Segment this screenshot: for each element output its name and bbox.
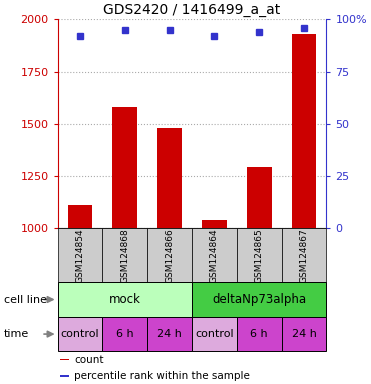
Text: control: control <box>60 329 99 339</box>
Text: 6 h: 6 h <box>250 329 268 339</box>
Text: mock: mock <box>109 293 141 306</box>
Text: GSM124854: GSM124854 <box>75 228 85 283</box>
Title: GDS2420 / 1416499_a_at: GDS2420 / 1416499_a_at <box>104 3 280 17</box>
Text: 6 h: 6 h <box>116 329 134 339</box>
Bar <box>68 205 92 228</box>
Text: GSM124865: GSM124865 <box>255 228 264 283</box>
Bar <box>237 317 282 351</box>
Bar <box>102 228 147 282</box>
Bar <box>58 317 102 351</box>
Bar <box>102 317 147 351</box>
Bar <box>292 34 316 228</box>
Text: GSM124867: GSM124867 <box>299 228 309 283</box>
Bar <box>60 359 69 361</box>
Bar <box>237 228 282 282</box>
Text: GSM124868: GSM124868 <box>120 228 129 283</box>
Bar <box>60 375 69 377</box>
Bar <box>247 167 272 228</box>
Bar <box>282 317 326 351</box>
Text: count: count <box>74 354 104 364</box>
Text: deltaNp73alpha: deltaNp73alpha <box>212 293 306 306</box>
Bar <box>192 228 237 282</box>
Bar <box>282 228 326 282</box>
Text: GSM124866: GSM124866 <box>165 228 174 283</box>
Text: GSM124864: GSM124864 <box>210 228 219 283</box>
Bar <box>58 282 192 317</box>
Bar <box>147 317 192 351</box>
Bar <box>192 282 326 317</box>
Text: time: time <box>4 329 29 339</box>
Text: cell line: cell line <box>4 295 47 305</box>
Text: control: control <box>195 329 234 339</box>
Bar <box>147 228 192 282</box>
Bar <box>58 228 102 282</box>
Text: 24 h: 24 h <box>292 329 316 339</box>
Bar <box>202 220 227 228</box>
Bar <box>192 317 237 351</box>
Text: 24 h: 24 h <box>157 329 182 339</box>
Bar <box>112 107 137 228</box>
Text: percentile rank within the sample: percentile rank within the sample <box>74 371 250 381</box>
Bar <box>157 128 182 228</box>
